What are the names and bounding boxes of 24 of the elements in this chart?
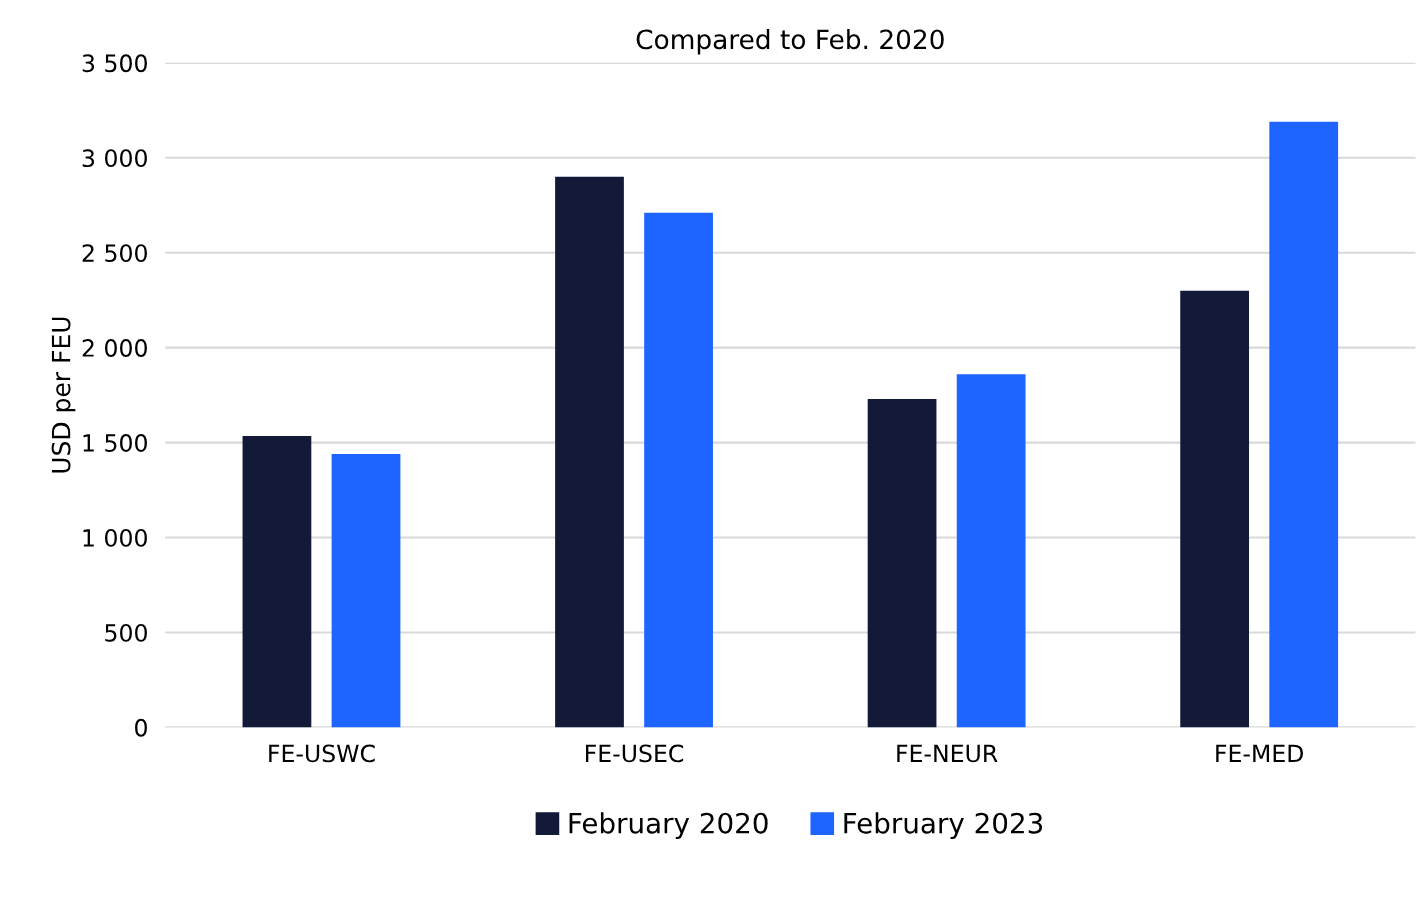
- y-tick-label: 1 500: [83, 434, 147, 452]
- y-tick-label: 2 000: [82, 339, 147, 357]
- bar: [1269, 121, 1339, 728]
- x-tick-label: FE-NEUR: [897, 744, 998, 763]
- y-tick-label: 0: [135, 718, 147, 737]
- bar: [644, 212, 713, 728]
- y-tick-label: 500: [105, 623, 147, 642]
- chart-title: Compared to Feb. 2020: [636, 28, 944, 55]
- bar: [331, 453, 401, 728]
- bar: [555, 176, 624, 728]
- legend-label: February 2020: [569, 812, 768, 840]
- x-tick-label: FE-USEC: [586, 744, 684, 763]
- y-tick-label: 2 500: [82, 244, 147, 263]
- bar: [956, 374, 1026, 728]
- bar: [867, 398, 937, 728]
- bar: [242, 435, 312, 728]
- y-tick-label: 1 000: [83, 528, 147, 547]
- y-tick-label: 3 500: [82, 54, 147, 73]
- y-axis-title: USD per FEU: [51, 317, 76, 473]
- y-tick-label: 3 000: [82, 149, 147, 168]
- bar: [1180, 290, 1250, 728]
- legend-label: February 2023: [844, 812, 1043, 840]
- x-tick-label: FE-MED: [1216, 744, 1304, 762]
- x-tick-label: FE-USWC: [269, 744, 375, 763]
